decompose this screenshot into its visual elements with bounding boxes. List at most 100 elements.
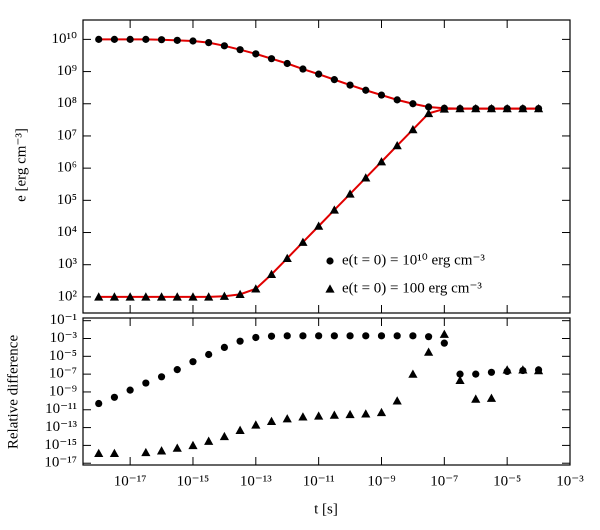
y-tick-label: 10¹⁰ — [51, 31, 77, 47]
marker-triangle — [109, 448, 120, 457]
marker-triangle — [314, 221, 324, 230]
marker-triangle — [188, 440, 198, 450]
y-tick-label: 10⁻³ — [50, 330, 78, 346]
marker-triangle — [141, 292, 151, 301]
marker-circle — [425, 103, 433, 111]
marker-circle — [299, 332, 307, 340]
marker-triangle — [172, 443, 182, 452]
y-tick-label: 10⁻¹ — [50, 312, 77, 328]
marker-triangle — [424, 108, 434, 118]
y-tick-label: 10⁷ — [57, 127, 77, 143]
marker-triangle — [502, 365, 512, 374]
marker-circle — [456, 370, 464, 378]
marker-triangle — [471, 394, 481, 403]
marker-triangle — [94, 292, 104, 301]
x-tick-label: 10⁻¹⁵ — [177, 473, 210, 489]
marker-circle — [173, 36, 181, 44]
marker-triangle — [235, 289, 245, 299]
marker-circle — [393, 332, 401, 340]
marker-triangle — [314, 411, 324, 420]
marker-circle — [95, 35, 103, 43]
x-tick-label: 10⁻⁵ — [493, 473, 521, 489]
marker-circle — [393, 96, 401, 104]
marker-circle — [377, 91, 386, 99]
x-tick-label: 10⁻³ — [556, 473, 584, 489]
y-axis-label: Relative difference — [5, 335, 21, 450]
marker-triangle — [486, 103, 497, 113]
marker-circle — [377, 332, 386, 340]
marker-triangle — [188, 292, 198, 301]
marker-triangle — [518, 103, 528, 113]
marker-triangle — [361, 409, 371, 418]
marker-triangle — [329, 205, 339, 214]
marker-triangle — [109, 292, 120, 301]
marker-circle — [205, 350, 213, 359]
marker-triangle — [392, 396, 402, 405]
x-axis-label: t [s] — [314, 501, 338, 517]
marker-triangle — [204, 436, 214, 445]
marker-circle — [157, 373, 166, 381]
y-tick-label: 10⁸ — [57, 95, 77, 111]
marker-triangle — [329, 410, 339, 419]
marker-circle — [346, 332, 354, 340]
marker-circle — [409, 332, 417, 340]
marker-circle — [346, 81, 354, 89]
y-axis-label: e [erg cm⁻³] — [13, 128, 29, 202]
plot-frame — [82, 317, 571, 466]
marker-triangle — [361, 173, 371, 182]
marker-triangle — [94, 448, 104, 457]
marker-triangle — [156, 446, 167, 455]
marker-triangle — [235, 425, 245, 434]
marker-circle — [409, 100, 417, 108]
marker-triangle — [251, 420, 261, 429]
marker-triangle — [455, 103, 465, 113]
marker-triangle — [392, 141, 402, 150]
y-tick-label: 10² — [58, 288, 78, 304]
marker-triangle — [345, 189, 355, 198]
marker-circle — [220, 343, 228, 352]
marker-circle — [267, 55, 276, 63]
marker-circle — [189, 37, 197, 45]
marker-triangle — [502, 103, 512, 113]
marker-circle — [267, 332, 276, 340]
model-line — [98, 107, 539, 298]
y-tick-label: 10⁻¹⁷ — [44, 455, 77, 471]
marker-circle — [330, 76, 338, 84]
marker-triangle — [219, 431, 229, 441]
marker-triangle — [408, 369, 418, 378]
marker-circle — [95, 399, 103, 408]
marker-triangle — [424, 347, 434, 356]
marker-triangle — [156, 292, 167, 301]
marker-triangle — [455, 375, 465, 385]
marker-circle — [299, 65, 307, 73]
marker-circle — [252, 50, 260, 58]
marker-circle — [173, 366, 181, 374]
marker-circle — [142, 379, 150, 387]
marker-triangle — [125, 292, 135, 301]
marker-circle — [326, 257, 334, 265]
marker-circle — [236, 46, 244, 54]
marker-triangle — [282, 253, 292, 262]
y-tick-label: 10⁹ — [57, 63, 77, 79]
marker-triangle — [376, 157, 387, 166]
marker-circle — [110, 393, 119, 401]
marker-circle — [362, 332, 370, 340]
legend-label: e(t = 0) = 10¹⁰ erg cm⁻³ — [342, 252, 485, 268]
x-tick-label: 10⁻¹¹ — [303, 473, 335, 489]
marker-circle — [252, 333, 260, 342]
y-tick-label: 10⁵ — [57, 192, 77, 208]
marker-triangle — [282, 414, 292, 423]
marker-triangle — [376, 407, 387, 417]
marker-circle — [487, 368, 496, 376]
marker-triangle — [266, 269, 277, 279]
marker-triangle — [439, 329, 449, 338]
marker-circle — [220, 42, 228, 50]
marker-triangle — [533, 365, 544, 375]
marker-circle — [189, 358, 197, 366]
marker-triangle — [141, 447, 151, 457]
y-tick-label: 10⁻⁵ — [49, 348, 77, 364]
marker-circle — [142, 35, 150, 43]
y-tick-label: 10⁻¹⁵ — [44, 437, 77, 453]
marker-triangle — [486, 393, 497, 402]
